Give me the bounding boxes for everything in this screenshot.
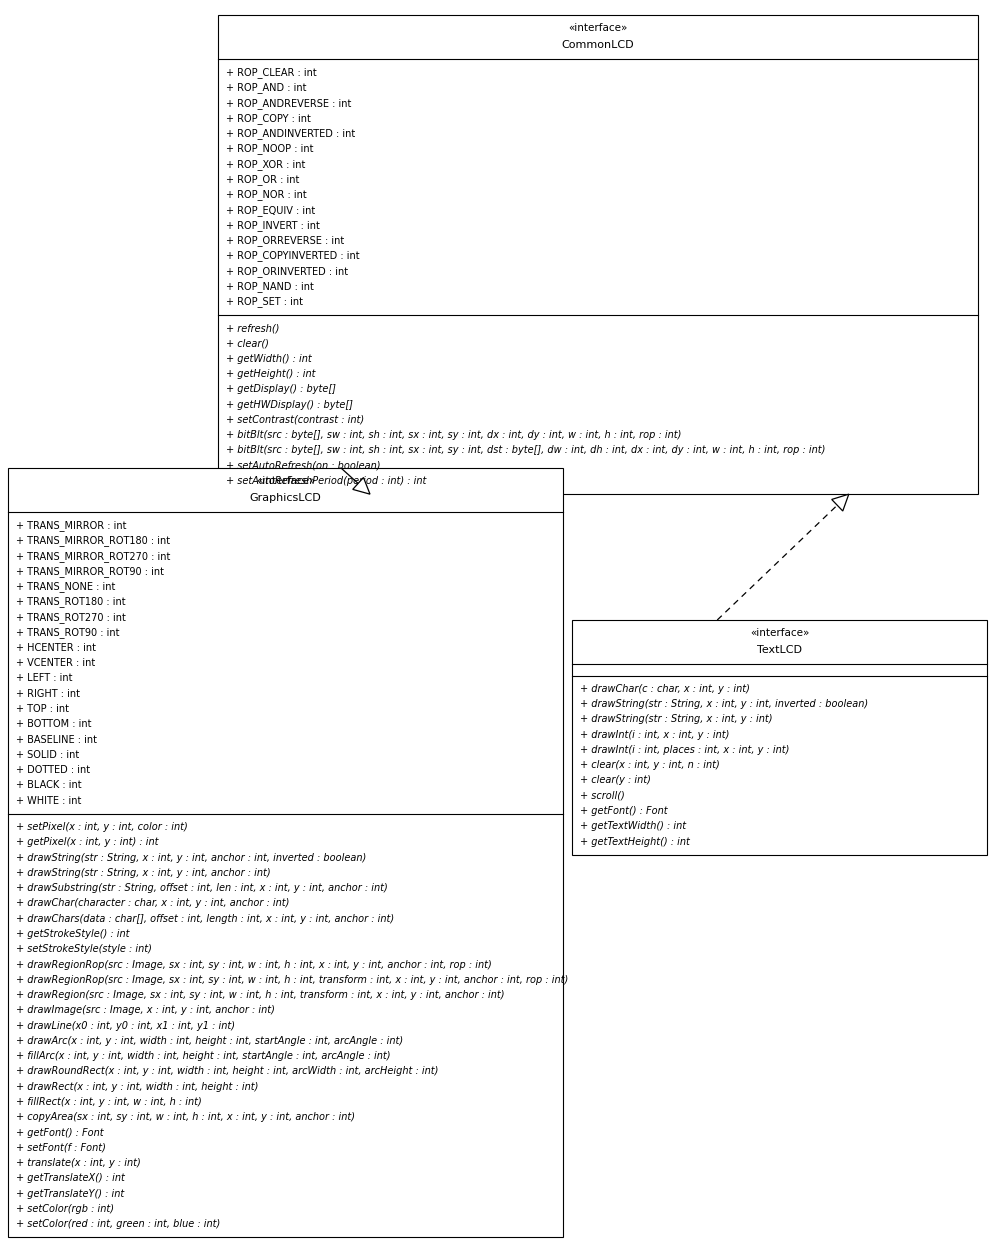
Text: + getFont() : Font: + getFont() : Font	[580, 806, 668, 816]
Text: + drawChars(data : char[], offset : int, length : int, x : int, y : int, anchor : + drawChars(data : char[], offset : int,…	[16, 914, 395, 924]
Text: + refresh(): + refresh()	[226, 323, 280, 333]
Text: + scroll(): + scroll()	[580, 791, 625, 801]
Text: + WHITE : int: + WHITE : int	[16, 796, 82, 806]
Text: + drawImage(src : Image, x : int, y : int, anchor : int): + drawImage(src : Image, x : int, y : in…	[16, 1006, 275, 1016]
Polygon shape	[831, 494, 848, 512]
Text: + VCENTER : int: + VCENTER : int	[16, 659, 96, 669]
Text: + getTextHeight() : int: + getTextHeight() : int	[580, 836, 690, 846]
Text: + getHeight() : int: + getHeight() : int	[226, 370, 316, 380]
Text: + TRANS_ROT90 : int: + TRANS_ROT90 : int	[16, 627, 120, 639]
Text: + fillArc(x : int, y : int, width : int, height : int, startAngle : int, arcAngl: + fillArc(x : int, y : int, width : int,…	[16, 1051, 391, 1061]
Text: + drawRegion(src : Image, sx : int, sy : int, w : int, h : int, transform : int,: + drawRegion(src : Image, sx : int, sy :…	[16, 991, 504, 1001]
Text: + bitBlt(src : byte[], sw : int, sh : int, sx : int, sy : int, dst : byte[], dw : + bitBlt(src : byte[], sw : int, sh : in…	[226, 445, 826, 455]
Text: + drawString(str : String, x : int, y : int, anchor : int): + drawString(str : String, x : int, y : …	[16, 867, 271, 877]
Text: «interface»: «interface»	[256, 476, 315, 486]
Text: CommonLCD: CommonLCD	[561, 40, 634, 50]
Text: + BASELINE : int: + BASELINE : int	[16, 734, 98, 744]
Text: + TRANS_MIRROR_ROT90 : int: + TRANS_MIRROR_ROT90 : int	[16, 566, 165, 577]
Text: + setAutoRefresh(on : boolean): + setAutoRefresh(on : boolean)	[226, 461, 381, 470]
Text: + fillRect(x : int, y : int, w : int, h : int): + fillRect(x : int, y : int, w : int, h …	[16, 1097, 202, 1107]
Text: + TRANS_MIRROR_ROT180 : int: + TRANS_MIRROR_ROT180 : int	[16, 535, 170, 547]
Text: + translate(x : int, y : int): + translate(x : int, y : int)	[16, 1158, 142, 1168]
Text: + drawChar(c : char, x : int, y : int): + drawChar(c : char, x : int, y : int)	[580, 684, 750, 694]
Text: + drawRegionRop(src : Image, sx : int, sy : int, w : int, h : int, transform : i: + drawRegionRop(src : Image, sx : int, s…	[16, 975, 568, 984]
Text: + setPixel(x : int, y : int, color : int): + setPixel(x : int, y : int, color : int…	[16, 822, 188, 832]
Text: + copyArea(sx : int, sy : int, w : int, h : int, x : int, y : int, anchor : int): + copyArea(sx : int, sy : int, w : int, …	[16, 1112, 355, 1123]
Text: + TRANS_NONE : int: + TRANS_NONE : int	[16, 581, 116, 592]
Text: + ROP_AND : int: + ROP_AND : int	[226, 83, 307, 93]
Text: + bitBlt(src : byte[], sw : int, sh : int, sx : int, sy : int, dx : int, dy : in: + bitBlt(src : byte[], sw : int, sh : in…	[226, 430, 682, 440]
Text: + ROP_INVERT : int: + ROP_INVERT : int	[226, 220, 320, 231]
Text: + getTextWidth() : int: + getTextWidth() : int	[580, 821, 687, 831]
Polygon shape	[353, 478, 370, 494]
Text: + setContrast(contrast : int): + setContrast(contrast : int)	[226, 415, 365, 425]
Text: + TRANS_ROT270 : int: + TRANS_ROT270 : int	[16, 612, 127, 622]
Text: + TOP : int: + TOP : int	[16, 704, 70, 714]
Text: + getTranslateY() : int: + getTranslateY() : int	[16, 1189, 125, 1199]
Bar	[218, 15, 978, 494]
Text: + ROP_ORREVERSE : int: + ROP_ORREVERSE : int	[226, 235, 345, 246]
Text: + getFont() : Font: + getFont() : Font	[16, 1128, 104, 1138]
Text: + TRANS_MIRROR : int: + TRANS_MIRROR : int	[16, 520, 127, 532]
Text: + ROP_NAND : int: + ROP_NAND : int	[226, 282, 314, 292]
Text: + SOLID : int: + SOLID : int	[16, 750, 80, 759]
Text: + getHWDisplay() : byte[]: + getHWDisplay() : byte[]	[226, 400, 353, 410]
Text: + LEFT : int: + LEFT : int	[16, 674, 73, 684]
Text: + setFont(f : Font): + setFont(f : Font)	[16, 1143, 107, 1153]
Text: + getDisplay() : byte[]: + getDisplay() : byte[]	[226, 385, 336, 395]
Text: + getStrokeStyle() : int: + getStrokeStyle() : int	[16, 929, 130, 939]
Text: + drawRegionRop(src : Image, sx : int, sy : int, w : int, h : int, x : int, y : : + drawRegionRop(src : Image, sx : int, s…	[16, 959, 493, 969]
Text: + ROP_SET : int: + ROP_SET : int	[226, 297, 303, 307]
Text: + drawChar(character : char, x : int, y : int, anchor : int): + drawChar(character : char, x : int, y …	[16, 899, 290, 909]
Bar	[572, 620, 987, 855]
Text: «interface»: «interface»	[750, 628, 810, 639]
Text: + drawSubstring(str : String, offset : int, len : int, x : int, y : int, anchor : + drawSubstring(str : String, offset : i…	[16, 884, 388, 894]
Text: GraphicsLCD: GraphicsLCD	[249, 493, 321, 503]
Text: + ROP_OR : int: + ROP_OR : int	[226, 175, 300, 185]
Text: + TRANS_MIRROR_ROT270 : int: + TRANS_MIRROR_ROT270 : int	[16, 551, 170, 562]
Text: + HCENTER : int: + HCENTER : int	[16, 642, 97, 652]
Text: + ROP_COPYINVERTED : int: + ROP_COPYINVERTED : int	[226, 250, 360, 261]
Text: + drawString(str : String, x : int, y : int, anchor : int, inverted : boolean): + drawString(str : String, x : int, y : …	[16, 852, 367, 862]
Text: + drawInt(i : int, x : int, y : int): + drawInt(i : int, x : int, y : int)	[580, 729, 730, 739]
Text: TextLCD: TextLCD	[757, 645, 802, 655]
Text: + clear(x : int, y : int, n : int): + clear(x : int, y : int, n : int)	[580, 760, 720, 771]
Text: + RIGHT : int: + RIGHT : int	[16, 689, 81, 699]
Text: + BOTTOM : int: + BOTTOM : int	[16, 719, 92, 729]
Text: + getPixel(x : int, y : int) : int: + getPixel(x : int, y : int) : int	[16, 837, 159, 847]
Text: + clear(y : int): + clear(y : int)	[580, 776, 651, 786]
Text: + drawRoundRect(x : int, y : int, width : int, height : int, arcWidth : int, arc: + drawRoundRect(x : int, y : int, width …	[16, 1066, 439, 1076]
Text: «interface»: «interface»	[568, 24, 628, 34]
Text: + clear(): + clear()	[226, 338, 269, 348]
Text: + ROP_NOOP : int: + ROP_NOOP : int	[226, 143, 314, 155]
Text: + drawRect(x : int, y : int, width : int, height : int): + drawRect(x : int, y : int, width : int…	[16, 1082, 258, 1092]
Text: + setColor(red : int, green : int, blue : int): + setColor(red : int, green : int, blue …	[16, 1219, 220, 1229]
Text: + ROP_ANDINVERTED : int: + ROP_ANDINVERTED : int	[226, 128, 356, 140]
Text: + ROP_ORINVERTED : int: + ROP_ORINVERTED : int	[226, 265, 349, 277]
Text: + drawInt(i : int, places : int, x : int, y : int): + drawInt(i : int, places : int, x : int…	[580, 745, 790, 755]
Bar	[8, 468, 563, 1237]
Text: + ROP_XOR : int: + ROP_XOR : int	[226, 158, 306, 170]
Text: + drawArc(x : int, y : int, width : int, height : int, startAngle : int, arcAngl: + drawArc(x : int, y : int, width : int,…	[16, 1036, 404, 1046]
Text: + ROP_ANDREVERSE : int: + ROP_ANDREVERSE : int	[226, 98, 352, 108]
Text: + BLACK : int: + BLACK : int	[16, 781, 82, 791]
Text: + getWidth() : int: + getWidth() : int	[226, 353, 312, 363]
Text: + setAutoRefreshPeriod(period : int) : int: + setAutoRefreshPeriod(period : int) : i…	[226, 476, 427, 486]
Text: + DOTTED : int: + DOTTED : int	[16, 766, 91, 776]
Text: + ROP_COPY : int: + ROP_COPY : int	[226, 113, 311, 124]
Text: + drawLine(x0 : int, y0 : int, x1 : int, y1 : int): + drawLine(x0 : int, y0 : int, x1 : int,…	[16, 1021, 235, 1031]
Text: + TRANS_ROT180 : int: + TRANS_ROT180 : int	[16, 597, 126, 607]
Text: + ROP_EQUIV : int: + ROP_EQUIV : int	[226, 205, 316, 216]
Text: + ROP_CLEAR : int: + ROP_CLEAR : int	[226, 67, 317, 78]
Text: + drawString(str : String, x : int, y : int): + drawString(str : String, x : int, y : …	[580, 714, 773, 724]
Text: + drawString(str : String, x : int, y : int, inverted : boolean): + drawString(str : String, x : int, y : …	[580, 699, 868, 709]
Text: + ROP_NOR : int: + ROP_NOR : int	[226, 190, 307, 200]
Text: + setStrokeStyle(style : int): + setStrokeStyle(style : int)	[16, 944, 153, 954]
Text: + setColor(rgb : int): + setColor(rgb : int)	[16, 1204, 115, 1214]
Text: + getTranslateX() : int: + getTranslateX() : int	[16, 1174, 126, 1183]
